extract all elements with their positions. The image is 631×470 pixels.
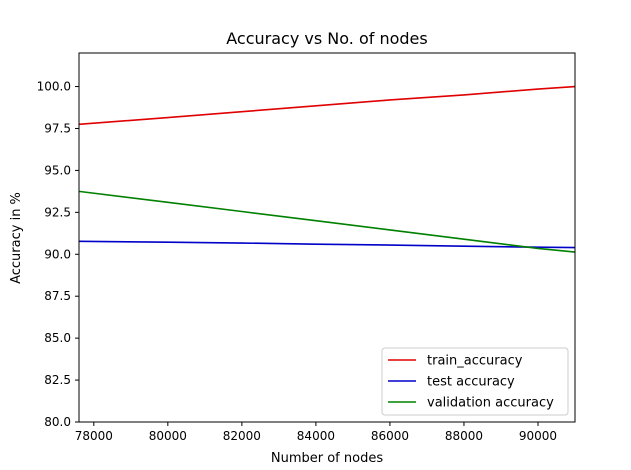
y-tick-label: 95.0 [44, 163, 71, 177]
x-axis: 78000 80000 82000 84000 86000 88000 90000 [75, 422, 557, 443]
legend-box [381, 347, 569, 416]
x-tick-label: 88000 [445, 429, 483, 443]
x-tick-label: 86000 [371, 429, 409, 443]
y-axis-label: Accuracy in % [9, 192, 24, 284]
series-line-3 [78, 190, 576, 253]
plot-area [78, 52, 576, 423]
plot-frame [78, 52, 576, 423]
y-axis: 80.0 82.5 85.0 87.5 90.0 92.5 95.0 97.5 100.0 [37, 80, 79, 429]
x-tick-label: 78000 [75, 429, 113, 443]
y-tick-label: 87.5 [44, 289, 71, 303]
x-tick-label: 90000 [519, 429, 557, 443]
legend-label-3: validation accuracy [427, 396, 554, 411]
y-tick-label: 85.0 [44, 331, 71, 345]
legend-label-2: test accuracy [427, 375, 515, 390]
x-axis-label: Number of nodes [271, 451, 383, 466]
y-tick-label: 90.0 [44, 247, 71, 261]
series-line-1 [78, 85, 576, 126]
y-tick-label: 80.0 [44, 415, 71, 429]
y-tick-label: 82.5 [44, 373, 71, 387]
legend-label-1: train_accuracy [427, 354, 523, 369]
y-tick-label: 100.0 [37, 80, 71, 94]
x-tick-label: 80000 [149, 429, 187, 443]
y-tick-label: 97.5 [44, 121, 71, 135]
y-tick-label: 92.5 [44, 205, 71, 219]
series-layer [78, 85, 576, 253]
x-tick-label: 84000 [297, 429, 335, 443]
chart-title: Accuracy vs No. of nodes [226, 29, 427, 48]
x-tick-label: 82000 [223, 429, 261, 443]
